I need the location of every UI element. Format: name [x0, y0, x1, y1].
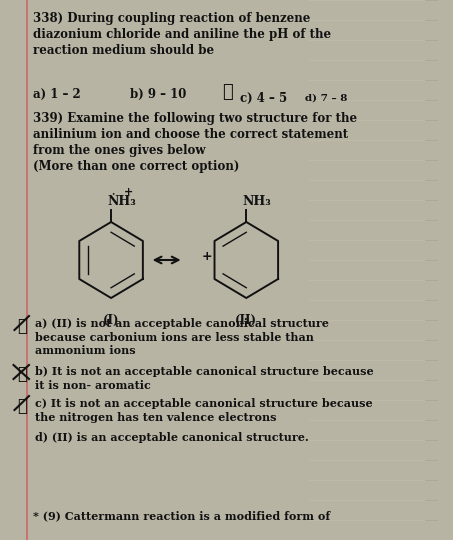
Text: ✓: ✓	[17, 398, 27, 415]
Text: d) 7 – 8: d) 7 – 8	[305, 94, 347, 103]
Text: ✓: ✓	[17, 366, 27, 383]
Text: ✓: ✓	[222, 83, 233, 101]
Text: ✓: ✓	[17, 318, 27, 335]
Text: d) (II) is an acceptable canonical structure.: d) (II) is an acceptable canonical struc…	[35, 432, 308, 443]
Text: b) It is not an acceptable canonical structure because
it is non- aromatic: b) It is not an acceptable canonical str…	[35, 366, 373, 391]
Text: a) 1 – 2: a) 1 – 2	[33, 88, 81, 101]
Text: c) 4 – 5: c) 4 – 5	[240, 92, 287, 105]
Text: +: +	[124, 187, 133, 197]
Text: * (9) Cattermann reaction is a modified form of: * (9) Cattermann reaction is a modified …	[33, 510, 330, 521]
Text: c) It is not an acceptable canonical structure because
the nitrogen has ten vale: c) It is not an acceptable canonical str…	[35, 398, 372, 423]
Text: 338) During coupling reaction of benzene
diazonium chloride and aniline the pH o: 338) During coupling reaction of benzene…	[33, 12, 331, 57]
Text: 339) Examine the following two structure for the
anilinium ion and choose the co: 339) Examine the following two structure…	[33, 112, 357, 173]
Text: b) 9 – 10: b) 9 – 10	[130, 88, 187, 101]
Text: a) (II) is not an acceptable canonical structure
because carbonium ions are less: a) (II) is not an acceptable canonical s…	[35, 318, 328, 356]
Text: (I): (I)	[103, 314, 119, 327]
Text: ṄH₃: ṄH₃	[107, 195, 136, 208]
Text: +: +	[202, 250, 212, 263]
Text: NH₃: NH₃	[242, 195, 271, 208]
Text: (II): (II)	[235, 314, 257, 327]
